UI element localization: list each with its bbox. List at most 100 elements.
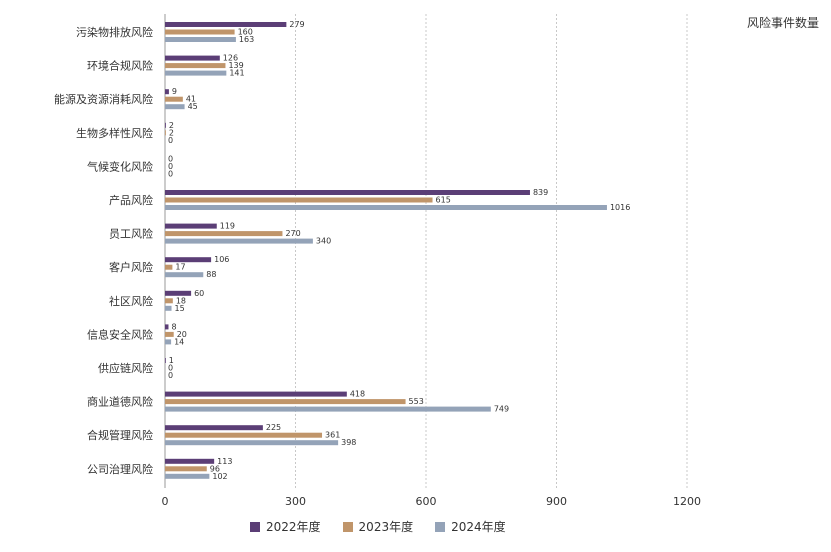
unit-label: 风险事件数量 [746,16,819,30]
legend-item-2024: 2024年度 [435,518,506,535]
data-label: 18 [176,296,186,305]
data-label: 8 [171,322,176,331]
bar-2024年度-产品风险 [165,205,607,210]
data-label: 0 [168,364,173,373]
bar-2024年度-环境合规风险 [165,70,227,76]
data-label: 2 [169,128,174,137]
data-label: 340 [316,237,331,246]
bar-2022年度-污染物排放风险 [165,22,287,27]
data-label: 1016 [610,203,630,212]
data-label: 1 [169,356,174,365]
bar-2024年度-能源及资源消耗风险 [165,104,185,110]
data-label: 14 [174,337,184,346]
bar-2023年度-公司治理风险 [165,466,207,472]
bar-2023年度-生物多样性风险 [165,130,166,136]
data-label: 749 [494,405,509,414]
bar-2022年度-产品风险 [165,190,530,195]
bar-2022年度-合规管理风险 [165,425,263,431]
data-label: 0 [168,154,173,163]
data-label: 96 [210,464,220,473]
legend-label-2022: 2022年度 [266,520,321,534]
data-label: 15 [175,304,185,313]
data-label: 0 [168,371,173,380]
category-label: 社区风险 [109,294,153,308]
x-tick-label: 900 [546,495,567,508]
data-label: 41 [186,95,196,104]
data-label: 225 [266,423,281,432]
bar-2023年度-能源及资源消耗风险 [165,96,183,102]
bar-2023年度-客户风险 [165,264,173,270]
x-tick-label: 600 [416,495,437,508]
bar-2024年度-客户风险 [165,272,204,278]
category-label: 合规管理风险 [87,428,153,442]
data-label: 398 [341,438,356,447]
data-label: 615 [436,196,451,205]
data-label: 270 [285,229,300,238]
data-label: 20 [177,330,187,339]
category-label: 污染物排放风险 [76,25,153,39]
data-label: 139 [228,61,243,70]
bar-2024年度-商业道德风险 [165,406,491,412]
data-label: 0 [168,136,173,145]
data-label: 0 [168,162,173,171]
data-label: 0 [168,169,173,178]
bar-2023年度-产品风险 [165,197,433,203]
bar-2022年度-客户风险 [165,257,212,263]
legend-swatch-2024 [435,521,446,532]
data-label: 418 [350,390,365,399]
category-label: 供应链风险 [98,361,153,375]
category-label: 环境合规风险 [87,59,153,73]
data-label: 17 [175,263,185,272]
bar-2022年度-公司治理风险 [165,458,215,464]
bar-2022年度-员工风险 [165,223,217,229]
category-label: 生物多样性风险 [76,126,153,140]
bar-2022年度-环境合规风险 [165,55,220,61]
legend-item-2022: 2022年度 [250,518,321,535]
data-label: 60 [194,289,204,298]
category-label: 气候变化风险 [87,159,153,173]
legend-item-2023: 2023年度 [342,518,414,535]
data-label: 102 [212,472,227,481]
bar-2022年度-信息安全风险 [165,324,169,330]
category-label: 公司治理风险 [87,462,153,476]
category-label: 员工风险 [109,227,153,241]
legend-swatch-2022 [250,521,260,532]
x-tick-label: 1200 [673,495,701,508]
legend-label-2023: 2023年度 [358,520,414,534]
legend-label-2024: 2024年度 [451,520,506,534]
category-label: 能源及资源消耗风险 [54,92,153,106]
category-label: 产品风险 [109,193,153,207]
data-label: 88 [206,270,216,279]
bar-2023年度-社区风险 [165,298,173,304]
bar-2023年度-商业道德风险 [165,399,406,405]
data-label: 553 [409,397,424,406]
bar-2024年度-合规管理风险 [165,440,339,446]
data-label: 45 [188,102,198,111]
data-label: 119 [220,222,235,231]
x-tick-label: 0 [162,495,169,508]
data-label: 279 [289,20,304,29]
data-label: 361 [325,431,340,440]
bar-2024年度-公司治理风险 [165,473,210,479]
bar-2022年度-供应链风险 [165,358,166,363]
bar-2023年度-污染物排放风险 [165,29,235,35]
legend-swatch-2023 [342,521,353,532]
bar-2023年度-环境合规风险 [165,63,226,69]
bar-2022年度-商业道德风险 [165,391,347,397]
bar-2024年度-员工风险 [165,238,313,244]
bar-2024年度-污染物排放风险 [165,37,236,42]
x-tick-label: 300 [285,495,306,508]
bar-2022年度-能源及资源消耗风险 [165,89,169,95]
bar-2022年度-社区风险 [165,290,192,296]
data-label: 2 [169,121,174,130]
legend: 2022年度 2023年度 2024年度 [250,518,506,535]
bar-2024年度-信息安全风险 [165,339,172,345]
data-label: 163 [239,35,254,44]
bar-2023年度-合规管理风险 [165,432,323,438]
data-label: 160 [238,28,253,37]
bar-2023年度-信息安全风险 [165,331,174,337]
category-label: 信息安全风险 [87,327,153,341]
bar-2023年度-员工风险 [165,231,283,237]
category-label: 客户风险 [109,260,153,274]
